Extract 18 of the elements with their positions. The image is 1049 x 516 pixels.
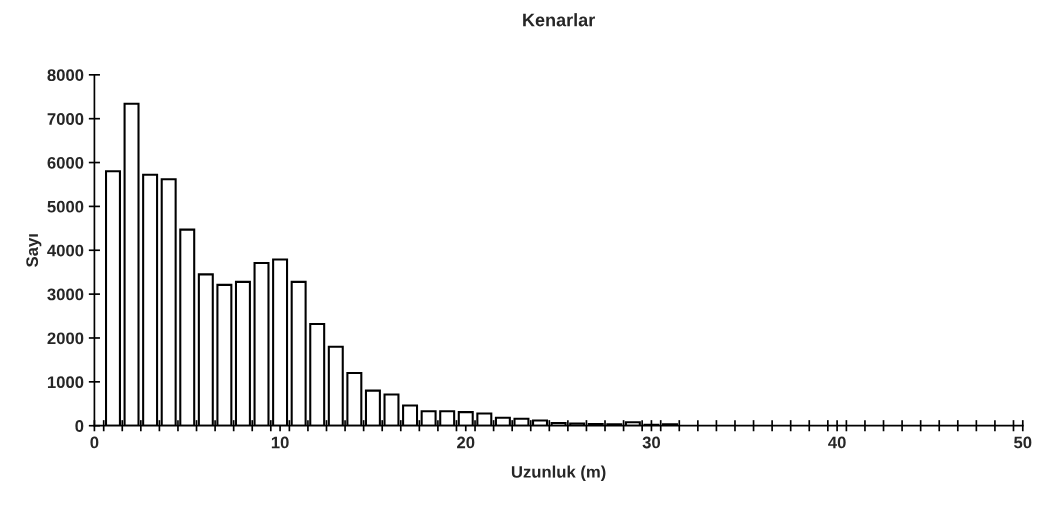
- x-tick-label: 0: [90, 436, 99, 449]
- y-tick-label: 4000: [47, 244, 84, 257]
- y-tick-label: 5000: [47, 200, 84, 213]
- y-tick-label: 8000: [47, 69, 84, 82]
- x-tick-label: 20: [457, 436, 475, 449]
- y-tick-label: 3000: [47, 288, 84, 301]
- x-tick-label: 30: [642, 436, 661, 449]
- y-tick-label: 1000: [47, 376, 84, 389]
- x-tick-label: 40: [828, 436, 846, 449]
- y-tick-label: 7000: [47, 113, 84, 125]
- x-axis-title: Uzunluk (m): [511, 465, 606, 482]
- y-axis-title: Sayı: [26, 234, 42, 267]
- x-tick-label: 10: [271, 436, 289, 449]
- y-tick-label: 0: [75, 420, 84, 432]
- y-tick-label: 2000: [47, 332, 84, 345]
- chart-title: Kenarlar: [523, 13, 595, 27]
- y-tick-label: 6000: [47, 156, 84, 169]
- x-tick-label: 50: [1014, 436, 1032, 449]
